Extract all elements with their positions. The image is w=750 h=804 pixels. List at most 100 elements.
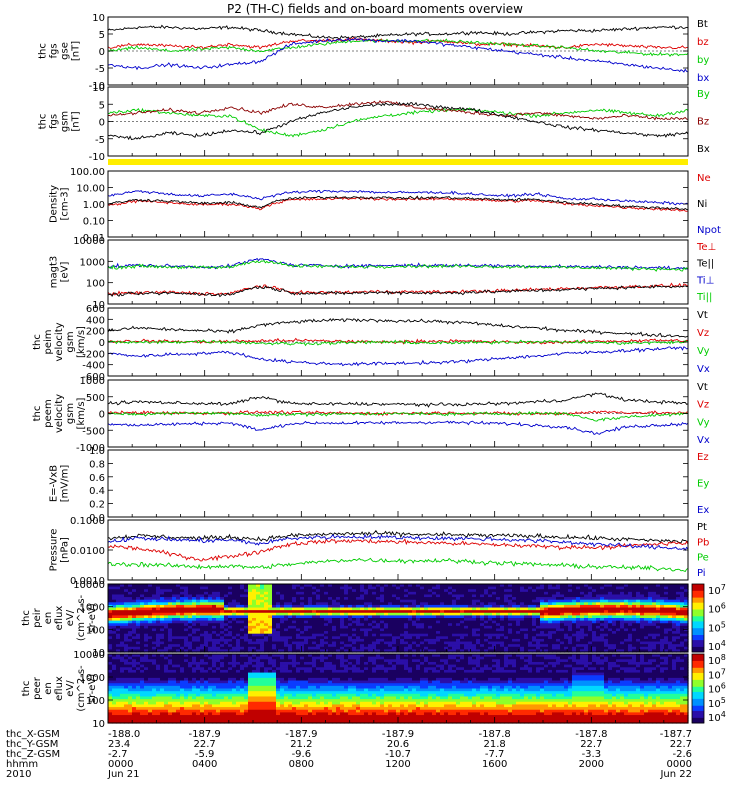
y-axis-label-line: [nT] xyxy=(71,111,82,131)
y-axis-label-line: fgs xyxy=(49,43,60,58)
y-axis-label-line: [eV] xyxy=(60,262,71,283)
legend-label: Vt xyxy=(697,382,708,393)
y-axis-label-line: thc xyxy=(32,406,43,422)
y-tick-label: 0.2 xyxy=(89,500,105,511)
y-axis-label-line: [km/s] xyxy=(76,397,87,429)
y-axis-label-line: [cm-3] xyxy=(60,187,71,220)
y-axis-label: Density[cm-3] xyxy=(49,185,71,223)
series-line-By xyxy=(108,108,688,137)
y-tick-label: 5 xyxy=(99,30,105,41)
y-tick-label: 600 xyxy=(86,304,105,315)
y-tick-label: 0.4 xyxy=(89,486,105,497)
legend-label: Vy xyxy=(697,417,710,428)
y-tick-label: 100 xyxy=(86,279,105,290)
y-tick-label: 1000 xyxy=(80,257,105,268)
y-axis-label-line: peim xyxy=(43,329,54,354)
y-axis-label: magt3[eV] xyxy=(49,256,71,289)
y-axis-label-line: peir xyxy=(32,607,43,627)
legend-label: Ey xyxy=(697,479,709,490)
legend-label: Te|| xyxy=(696,259,714,270)
colorbar-tick-label: 107 xyxy=(708,583,726,597)
colorbar-tick-label: 105 xyxy=(708,620,726,634)
y-tick-label: 0.0100 xyxy=(70,546,105,557)
colorbar-tick-label: 104 xyxy=(708,639,726,653)
y-axis-label-line: Pressure xyxy=(49,529,60,572)
legend-label: Bt xyxy=(697,19,708,30)
legend-label: Te⊥ xyxy=(696,242,716,253)
y-axis-label-line: thc xyxy=(38,43,49,59)
y-axis-label-line: [nT] xyxy=(71,41,82,61)
series-line-Pb xyxy=(108,539,688,561)
y-tick-label: 0.1000 xyxy=(70,516,105,527)
y-tick-label: 500 xyxy=(86,393,105,404)
y-axis-label-line: [km/s] xyxy=(76,326,87,358)
y-axis-label-line: [nPa] xyxy=(60,537,71,563)
series-line-bx xyxy=(108,38,688,72)
y-axis-label-line: thc xyxy=(38,114,49,130)
series-line-Te⊥ xyxy=(108,283,688,295)
legend-label: Vx xyxy=(697,364,710,375)
y-tick-label: -5 xyxy=(95,135,105,146)
y-axis-label-line: fgs xyxy=(49,114,60,129)
y-tick-label: 10000 xyxy=(73,580,105,591)
y-axis-label-line: eV/ xyxy=(65,609,76,626)
legend-label: Vx xyxy=(697,435,710,446)
colorbar-tick-label: 106 xyxy=(708,602,726,616)
data-gap-band xyxy=(108,159,688,165)
y-tick-label: -10 xyxy=(89,152,105,163)
legend-label: Vt xyxy=(697,310,708,321)
legend-label: Bz xyxy=(697,117,709,128)
y-tick-label: 0.10 xyxy=(83,217,105,228)
legend-label: Pi xyxy=(697,568,706,579)
y-tick-label: 200 xyxy=(86,327,105,338)
y-tick-label: 1000 xyxy=(80,376,105,387)
y-axis-label-line: (cm^2-s- xyxy=(76,594,87,641)
y-tick-label: 400 xyxy=(86,315,105,326)
series-line-Vx xyxy=(108,347,688,366)
legend-label: Npot xyxy=(697,225,721,236)
legend-label: Ex xyxy=(697,505,709,516)
y-axis-label-line: thc xyxy=(32,334,43,350)
y-axis-label: Pressure[nPa] xyxy=(49,529,71,572)
y-tick-label: 10000 xyxy=(73,236,105,247)
y-tick-label: 1.0 xyxy=(89,446,105,457)
y-axis-label-line: gsm xyxy=(65,331,76,352)
y-tick-label: 1.00 xyxy=(83,200,105,211)
legend-label: By xyxy=(697,89,710,100)
y-axis-label-line: eflux xyxy=(54,606,65,631)
legend-label: Pb xyxy=(697,537,709,548)
legend-label: Vz xyxy=(697,400,709,411)
y-tick-label: 100.00 xyxy=(70,167,105,178)
panel-frame xyxy=(108,450,688,517)
legend-label: Vy xyxy=(697,346,710,357)
y-axis-label-line: Density xyxy=(49,185,60,223)
series-line-Vx xyxy=(108,421,688,434)
y-tick-label: -400 xyxy=(82,361,105,372)
legend-label: Ni xyxy=(697,199,707,210)
legend-label: Ne xyxy=(697,173,711,184)
series-line-Vt xyxy=(108,319,688,337)
legend-label: Ez xyxy=(697,452,709,463)
y-axis-label-line: thc xyxy=(21,610,32,626)
legend-label: Ti|| xyxy=(696,292,712,303)
y-axis-label-line: [mV/m] xyxy=(60,465,71,503)
legend-label: Vz xyxy=(697,328,709,339)
legend-label: Pt xyxy=(697,522,707,533)
legend-label: bx xyxy=(697,73,709,84)
y-tick-label: 10 xyxy=(92,83,105,94)
y-axis-label: E=-VxB[mV/m] xyxy=(49,465,71,503)
y-tick-label: 0 xyxy=(99,118,105,129)
y-tick-label: 5 xyxy=(99,100,105,111)
